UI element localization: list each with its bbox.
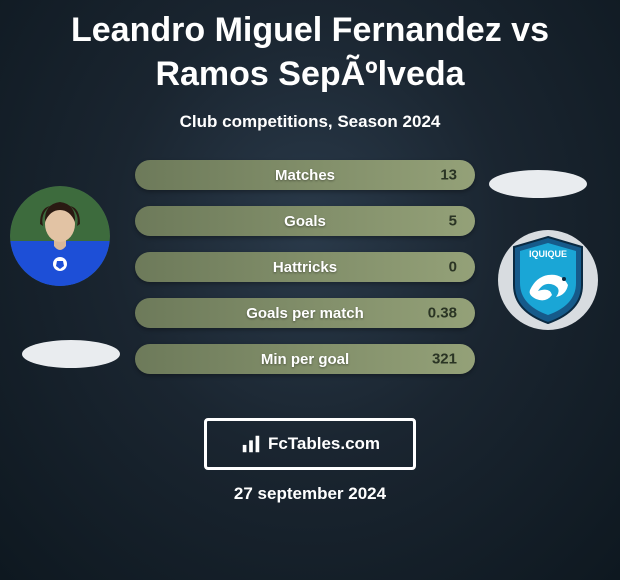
bar-label: Goals <box>135 206 475 236</box>
bar-row: Hattricks 0 <box>135 252 475 282</box>
bar-value: 13 <box>440 167 457 184</box>
club-crest-right: IQUIQUE <box>498 230 598 330</box>
bar-label: Matches <box>135 160 475 190</box>
bar-value: 0.38 <box>428 305 457 322</box>
brand-text: FcTables.com <box>268 434 380 454</box>
date-text: 27 september 2024 <box>0 484 620 504</box>
player-photo-icon <box>10 186 110 286</box>
bar-value: 5 <box>449 213 457 230</box>
bar-label: Goals per match <box>135 298 475 328</box>
bar-label: Hattricks <box>135 252 475 282</box>
bar-row: Matches 13 <box>135 160 475 190</box>
team-oval-left <box>22 340 120 368</box>
team-oval-right <box>489 170 587 198</box>
comparison-area: IQUIQUE Matches 13 Goals 5 Hattricks 0 G… <box>0 160 620 390</box>
bar-chart-icon <box>240 433 262 455</box>
player-avatar-left <box>10 186 110 286</box>
bar-value: 321 <box>432 351 457 368</box>
page-title: Leandro Miguel Fernandez vs Ramos SepÃºl… <box>0 0 620 96</box>
stat-bars: Matches 13 Goals 5 Hattricks 0 Goals per… <box>135 160 475 390</box>
bar-value: 0 <box>449 259 457 276</box>
brand-badge: FcTables.com <box>204 418 416 470</box>
bar-label: Min per goal <box>135 344 475 374</box>
bar-row: Goals per match 0.38 <box>135 298 475 328</box>
bar-row: Goals 5 <box>135 206 475 236</box>
subtitle: Club competitions, Season 2024 <box>0 112 620 132</box>
svg-text:IQUIQUE: IQUIQUE <box>529 249 567 259</box>
iquique-crest-icon: IQUIQUE <box>508 235 588 325</box>
bar-row: Min per goal 321 <box>135 344 475 374</box>
infographic: Leandro Miguel Fernandez vs Ramos SepÃºl… <box>0 0 620 580</box>
